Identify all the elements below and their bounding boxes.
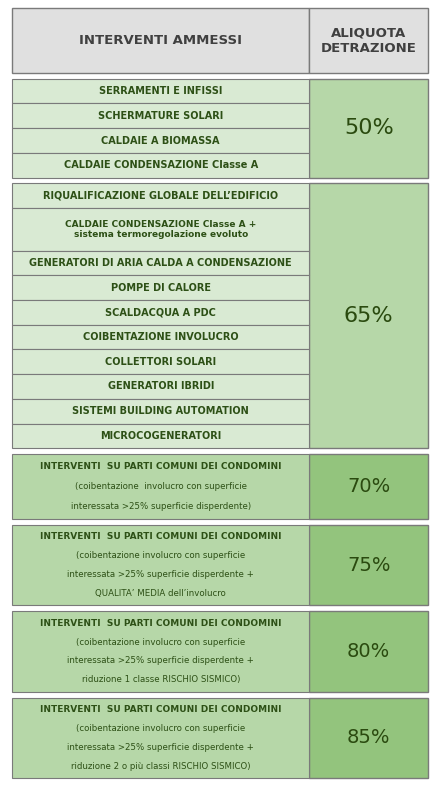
Text: INTERVENTI AMMESSI: INTERVENTI AMMESSI — [79, 34, 242, 47]
Text: 85%: 85% — [347, 729, 390, 748]
Bar — [12, 300, 309, 325]
Text: RIQUALIFICAZIONE GLOBALE DELL’EDIFICIO: RIQUALIFICAZIONE GLOBALE DELL’EDIFICIO — [43, 191, 278, 200]
Text: SISTEMI BUILDING AUTOMATION: SISTEMI BUILDING AUTOMATION — [72, 406, 249, 416]
Text: COIBENTAZIONE INVOLUCRO: COIBENTAZIONE INVOLUCRO — [83, 332, 238, 342]
Bar — [12, 153, 309, 177]
Text: ALIQUOTA
DETRAZIONE: ALIQUOTA DETRAZIONE — [321, 27, 417, 55]
Text: INTERVENTI  SU PARTI COMUNI DEI CONDOMINI: INTERVENTI SU PARTI COMUNI DEI CONDOMINI — [40, 619, 282, 628]
Text: SCHERMATURE SOLARI: SCHERMATURE SOLARI — [98, 111, 224, 121]
Text: INTERVENTI  SU PARTI COMUNI DEI CONDOMINI: INTERVENTI SU PARTI COMUNI DEI CONDOMINI — [40, 705, 282, 714]
Text: QUALITA’ MEDIA dell’involucro: QUALITA’ MEDIA dell’involucro — [95, 588, 226, 598]
Bar — [309, 454, 428, 519]
Text: INTERVENTI  SU PARTI COMUNI DEI CONDOMINI: INTERVENTI SU PARTI COMUNI DEI CONDOMINI — [40, 463, 282, 471]
Text: INTERVENTI  SU PARTI COMUNI DEI CONDOMINI: INTERVENTI SU PARTI COMUNI DEI CONDOMINI — [40, 532, 282, 541]
Bar — [12, 524, 309, 605]
Bar — [12, 250, 309, 276]
Bar — [12, 208, 309, 250]
Text: COLLETTORI SOLARI: COLLETTORI SOLARI — [105, 356, 216, 367]
Text: interessata >25% superficie disperdente +: interessata >25% superficie disperdente … — [67, 657, 254, 665]
Text: riduzione 2 o più classi RISCHIO SISMICO): riduzione 2 o più classi RISCHIO SISMICO… — [71, 762, 250, 771]
Bar — [12, 374, 309, 399]
Bar — [12, 325, 309, 349]
Text: (coibentazione involucro con superficie: (coibentazione involucro con superficie — [76, 724, 246, 733]
Text: POMPE DI CALORE: POMPE DI CALORE — [111, 283, 211, 292]
Text: interessata >25% superficie disperdente): interessata >25% superficie disperdente) — [71, 501, 251, 511]
Text: GENERATORI IBRIDI: GENERATORI IBRIDI — [107, 382, 214, 391]
Text: interessata >25% superficie disperdente +: interessata >25% superficie disperdente … — [67, 570, 254, 579]
Text: interessata >25% superficie disperdente +: interessata >25% superficie disperdente … — [67, 743, 254, 752]
Text: MICROCOGENERATORI: MICROCOGENERATORI — [100, 431, 221, 441]
Bar — [12, 104, 309, 128]
Text: 50%: 50% — [344, 118, 394, 138]
Bar — [12, 8, 309, 73]
Bar — [12, 399, 309, 424]
Text: 65%: 65% — [344, 306, 393, 326]
Text: 75%: 75% — [347, 555, 390, 574]
Bar — [309, 78, 428, 177]
Bar — [309, 8, 428, 73]
Text: riduzione 1 classe RISCHIO SISMICO): riduzione 1 classe RISCHIO SISMICO) — [81, 676, 240, 684]
Text: CALDAIE CONDENSAZIONE Classe A +
sistema termoregolazione evoluto: CALDAIE CONDENSAZIONE Classe A + sistema… — [65, 219, 257, 239]
Text: (coibentazione  involucro con superficie: (coibentazione involucro con superficie — [75, 482, 247, 491]
Bar — [309, 183, 428, 448]
Text: SCALDACQUA A PDC: SCALDACQUA A PDC — [105, 307, 216, 318]
Text: CALDAIE A BIOMASSA: CALDAIE A BIOMASSA — [102, 135, 220, 146]
Text: 70%: 70% — [347, 477, 390, 496]
Text: SERRAMENTI E INFISSI: SERRAMENTI E INFISSI — [99, 86, 222, 96]
Text: 80%: 80% — [347, 642, 390, 661]
Bar — [12, 424, 309, 448]
Bar — [309, 524, 428, 605]
Bar — [12, 698, 309, 779]
Bar — [12, 611, 309, 692]
Text: CALDAIE CONDENSAZIONE Classe A: CALDAIE CONDENSAZIONE Classe A — [64, 160, 258, 170]
Bar — [12, 276, 309, 300]
Bar — [12, 128, 309, 153]
Bar — [309, 611, 428, 692]
Bar — [12, 78, 309, 104]
Bar — [12, 454, 309, 519]
Text: (coibentazione involucro con superficie: (coibentazione involucro con superficie — [76, 638, 246, 646]
Bar — [12, 183, 309, 208]
Bar — [12, 349, 309, 374]
Text: (coibentazione involucro con superficie: (coibentazione involucro con superficie — [76, 551, 246, 560]
Text: GENERATORI DI ARIA CALDA A CONDENSAZIONE: GENERATORI DI ARIA CALDA A CONDENSAZIONE — [29, 258, 292, 268]
Bar — [309, 698, 428, 779]
